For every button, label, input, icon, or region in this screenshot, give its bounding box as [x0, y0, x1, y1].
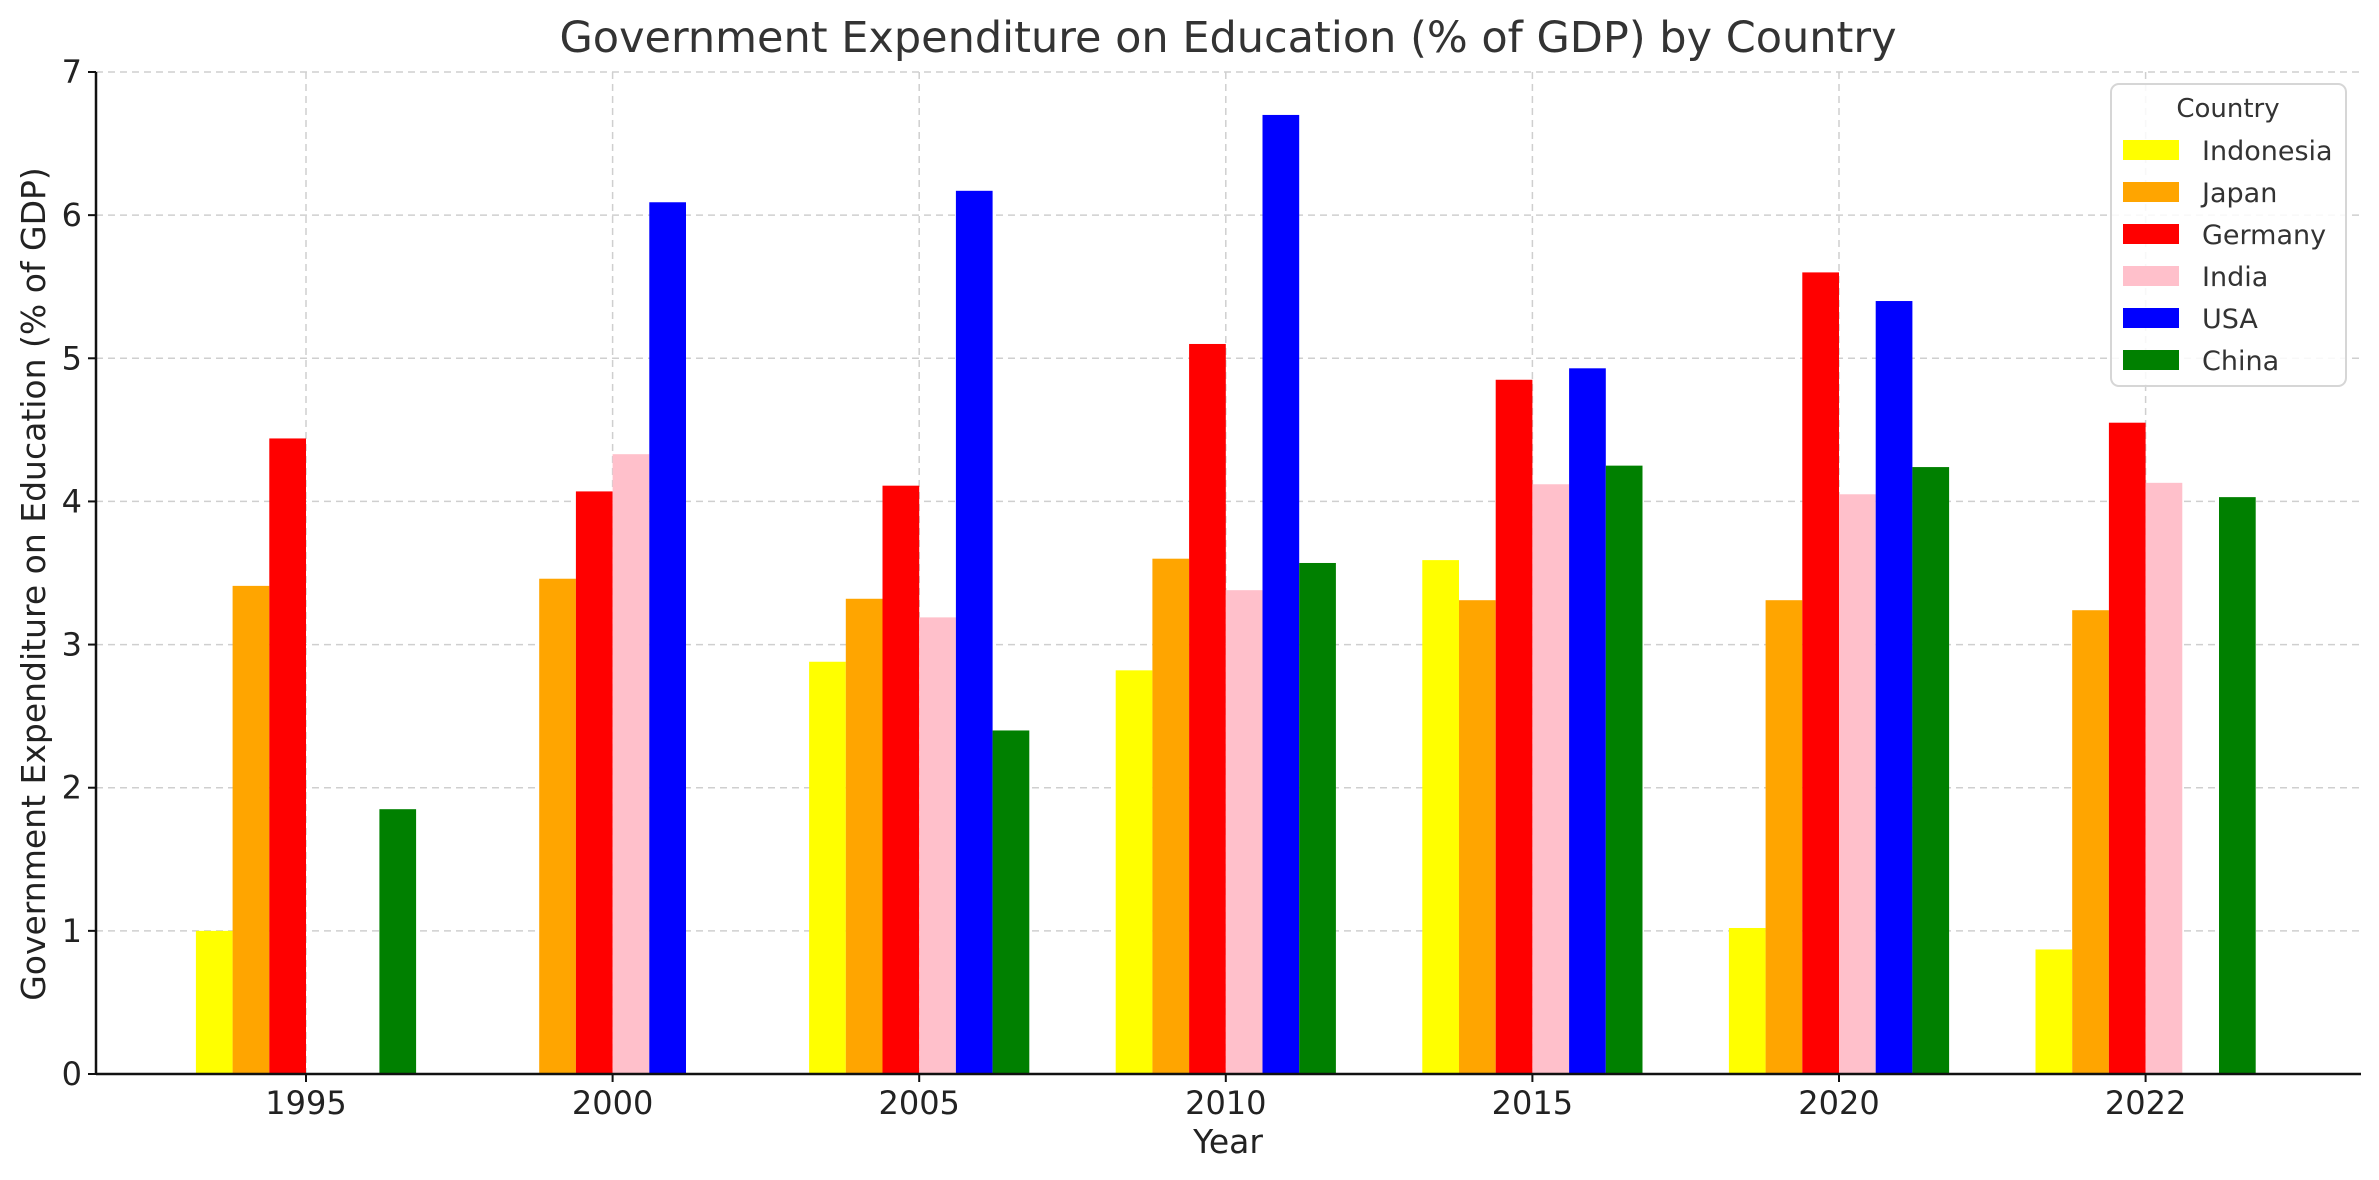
bar-japan-2005 [845, 598, 883, 1074]
bar-indonesia-2010 [1115, 670, 1153, 1074]
x-tick-label: 2020 [1798, 1084, 1879, 1122]
bar-usa-2000 [649, 202, 686, 1074]
bar-japan-2020 [1765, 600, 1803, 1074]
legend-swatch-china [2123, 350, 2179, 370]
bar-usa-2015 [1569, 368, 1606, 1074]
bar-japan-2022 [2072, 610, 2109, 1074]
bar-indonesia-2005 [809, 661, 846, 1074]
bar-group [195, 114, 2256, 1075]
bar-japan-2010 [1152, 558, 1190, 1074]
x-tick-label: 2005 [878, 1084, 959, 1122]
bar-india-2022 [2145, 482, 2183, 1074]
x-axis-label: Year [1192, 1122, 1263, 1161]
bar-usa-2005 [955, 190, 993, 1074]
y-tick-label: 4 [62, 482, 82, 520]
bar-china-2005 [992, 730, 1030, 1074]
legend-label-china: China [2202, 346, 2279, 377]
bar-japan-2015 [1459, 600, 1496, 1074]
bar-germany-2020 [1802, 272, 1839, 1074]
y-tick-label: 0 [62, 1055, 82, 1093]
bar-indonesia-2020 [1728, 927, 1766, 1074]
y-axis-ticks: 0 1 2 3 4 5 6 7 [62, 53, 96, 1093]
bar-india-2015 [1532, 484, 1570, 1074]
legend-label-indonesia: Indonesia [2202, 136, 2333, 167]
bar-japan-2000 [539, 578, 576, 1074]
bar-china-1995 [379, 809, 417, 1074]
bar-indonesia-2015 [1422, 560, 1459, 1074]
x-axis-ticks: 1995 2000 2005 2010 2015 2020 2022 [265, 1074, 2186, 1122]
legend-swatch-germany [2123, 224, 2179, 244]
legend-title: Country [2176, 94, 2279, 124]
axes [94, 72, 2361, 1076]
bar-germany-2000 [575, 491, 613, 1074]
legend-swatch-usa [2123, 308, 2179, 328]
legend-swatch-indonesia [2123, 140, 2179, 160]
legend-label-japan: Japan [2200, 178, 2277, 209]
y-tick-label: 7 [62, 53, 82, 91]
bar-china-2022 [2219, 497, 2256, 1074]
bar-usa-2020 [1875, 301, 1913, 1074]
legend-swatch-japan [2123, 182, 2179, 202]
x-tick-label: 2010 [1185, 1084, 1266, 1122]
bar-india-2000 [612, 454, 650, 1074]
bar-germany-2015 [1495, 379, 1533, 1074]
legend-label-usa: USA [2202, 304, 2258, 335]
y-axis-label: Government Expenditure on Education (% o… [14, 167, 53, 1001]
y-tick-label: 1 [62, 912, 82, 950]
bar-india-2010 [1225, 590, 1263, 1074]
legend-items: Indonesia Japan Germany India USA China [2123, 136, 2333, 377]
bar-indonesia-2022 [2035, 949, 2073, 1074]
x-tick-label: 1995 [265, 1084, 346, 1122]
bar-germany-2010 [1189, 343, 1226, 1075]
y-tick-label: 3 [62, 626, 82, 664]
legend-label-india: India [2202, 262, 2268, 293]
y-tick-label: 2 [62, 769, 82, 807]
bar-japan-1995 [232, 585, 270, 1074]
x-tick-label: 2000 [572, 1084, 653, 1122]
x-tick-label: 2015 [1492, 1084, 1573, 1122]
bar-india-2020 [1839, 494, 1876, 1074]
bar-germany-2022 [2108, 422, 2146, 1074]
bar-china-2015 [1605, 465, 1643, 1074]
bar-india-2005 [919, 617, 956, 1074]
bar-germany-1995 [269, 438, 306, 1074]
x-tick-label: 2022 [2105, 1084, 2186, 1122]
legend: Country Indonesia Japan Germany India USA Chi… [2110, 83, 2347, 387]
chart-title: Government Expenditure on Education (% o… [559, 13, 1896, 63]
y-tick-label: 6 [62, 196, 82, 234]
bar-china-2010 [1299, 562, 1336, 1074]
legend-label-germany: Germany [2202, 220, 2326, 251]
bar-indonesia-1995 [195, 930, 233, 1074]
y-tick-label: 5 [62, 339, 82, 377]
bar-usa-2010 [1262, 114, 1300, 1074]
bar-china-2020 [1912, 467, 1950, 1074]
bar-germany-2005 [882, 485, 920, 1074]
legend-swatch-india [2123, 266, 2179, 286]
